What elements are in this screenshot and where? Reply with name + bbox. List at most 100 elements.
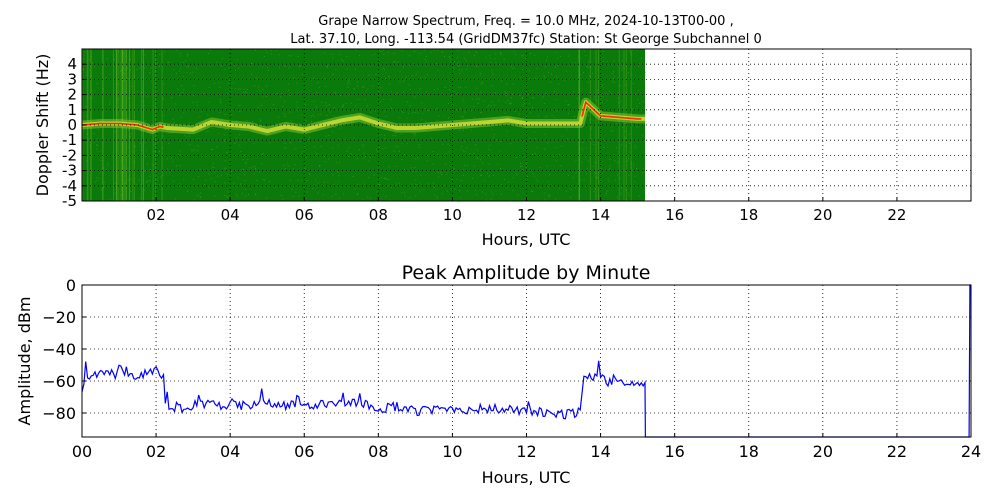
speckle-dot xyxy=(515,157,517,158)
speckle-dot xyxy=(139,198,141,200)
speckle-dot xyxy=(604,92,606,94)
speckle-dot xyxy=(598,195,600,197)
speckle-dot xyxy=(309,136,311,138)
speckle-dot xyxy=(464,141,466,143)
speckle-dot xyxy=(567,174,569,176)
amplitude-x-tick-label: 06 xyxy=(294,442,314,461)
speckle-dot xyxy=(220,102,222,104)
speckle-dot xyxy=(117,98,119,100)
speckle-dot xyxy=(103,181,105,183)
speckle-dot xyxy=(456,109,457,111)
amplitude-x-tick-label: 04 xyxy=(220,442,240,461)
speckle-dot xyxy=(550,108,552,110)
speckle-dot xyxy=(444,184,446,186)
speckle-dot xyxy=(616,147,617,149)
speckle-dot xyxy=(178,154,180,155)
speckle-dot xyxy=(121,69,123,71)
speckle-dot xyxy=(453,91,455,93)
speckle-dot xyxy=(267,69,269,71)
speckle-dot xyxy=(625,171,626,172)
speckle-dot xyxy=(446,173,448,175)
speckle-dot xyxy=(163,115,165,116)
speckle-dot xyxy=(578,56,580,58)
speckle-dot xyxy=(506,130,508,132)
speckle-dot xyxy=(312,188,314,189)
speckle-dot xyxy=(99,172,101,174)
speckle-dot xyxy=(281,195,282,197)
speckle-dot xyxy=(182,75,184,77)
speckle-dot xyxy=(285,147,287,149)
speckle-dot xyxy=(401,110,403,112)
speckle-dot xyxy=(332,57,334,59)
speckle-dot xyxy=(490,198,492,200)
speckle-dot xyxy=(156,179,158,181)
speckle-dot xyxy=(313,77,314,79)
speckle-dot xyxy=(413,50,415,52)
speckle-dot xyxy=(596,177,598,179)
speckle-dot xyxy=(250,63,252,64)
speckle-dot xyxy=(187,55,189,57)
speckle-dot xyxy=(625,65,627,67)
spectrogram-y-tick-label: 0 xyxy=(67,116,77,134)
speckle-dot xyxy=(514,110,516,112)
speckle-dot xyxy=(529,78,530,80)
speckle-dot xyxy=(87,98,88,99)
speckle-dot xyxy=(320,146,322,148)
speckle-dot xyxy=(620,188,622,190)
speckle-dot xyxy=(117,83,119,85)
speckle-dot xyxy=(153,151,155,153)
speckle-dot xyxy=(168,61,170,63)
speckle-dot xyxy=(420,174,422,176)
speckle-dot xyxy=(632,124,634,126)
speckle-dot xyxy=(205,179,206,181)
speckle-dot xyxy=(276,92,278,94)
speckle-dot xyxy=(385,140,387,142)
speckle-dot xyxy=(495,53,497,54)
speckle-dot xyxy=(338,138,340,139)
speckle-dot xyxy=(345,102,347,104)
speckle-dot xyxy=(476,98,478,100)
speckle-dot xyxy=(545,93,547,95)
speckle-dot xyxy=(340,127,342,129)
speckle-dot xyxy=(544,148,546,150)
speckle-dot xyxy=(208,173,210,175)
speckle-dot xyxy=(466,147,468,149)
speckle-dot xyxy=(94,66,96,68)
speckle-dot xyxy=(377,151,379,153)
speckle-dot xyxy=(589,66,591,68)
speckle-dot xyxy=(253,143,255,145)
speckle-dot xyxy=(510,143,512,145)
speckle-dot xyxy=(521,97,523,99)
amplitude-x-tick-label: 02 xyxy=(146,442,166,461)
speckle-dot xyxy=(499,150,501,152)
speckle-dot xyxy=(238,88,240,90)
speckle-dot xyxy=(632,163,634,165)
speckle-dot xyxy=(380,87,382,89)
speckle-dot xyxy=(583,179,585,181)
speckle-dot xyxy=(219,87,221,89)
speckle-dot xyxy=(164,51,166,53)
speckle-dot xyxy=(592,141,594,143)
amplitude-x-tick-label: 12 xyxy=(516,442,536,461)
amplitude-y-tick-label: −20 xyxy=(42,308,76,327)
speckle-dot xyxy=(520,166,522,167)
speckle-dot xyxy=(488,175,490,177)
speckle-dot xyxy=(331,53,333,55)
speckle-dot xyxy=(581,161,583,163)
speckle-dot xyxy=(287,165,289,167)
speckle-dot xyxy=(484,180,486,182)
speckle-dot xyxy=(353,88,355,90)
speckle-dot xyxy=(418,146,420,148)
speckle-dot xyxy=(255,194,257,196)
speckle-dot xyxy=(644,71,646,73)
speckle-dot xyxy=(97,151,99,153)
speckle-dot xyxy=(313,100,315,102)
speckle-dot xyxy=(297,180,299,181)
speckle-dot xyxy=(198,138,200,140)
speckle-dot xyxy=(534,54,536,56)
speckle-dot xyxy=(341,59,343,61)
speckle-dot xyxy=(459,73,461,75)
speckle-dot xyxy=(123,167,125,169)
speckle-dot xyxy=(93,93,94,95)
speckle-dot xyxy=(391,107,393,109)
